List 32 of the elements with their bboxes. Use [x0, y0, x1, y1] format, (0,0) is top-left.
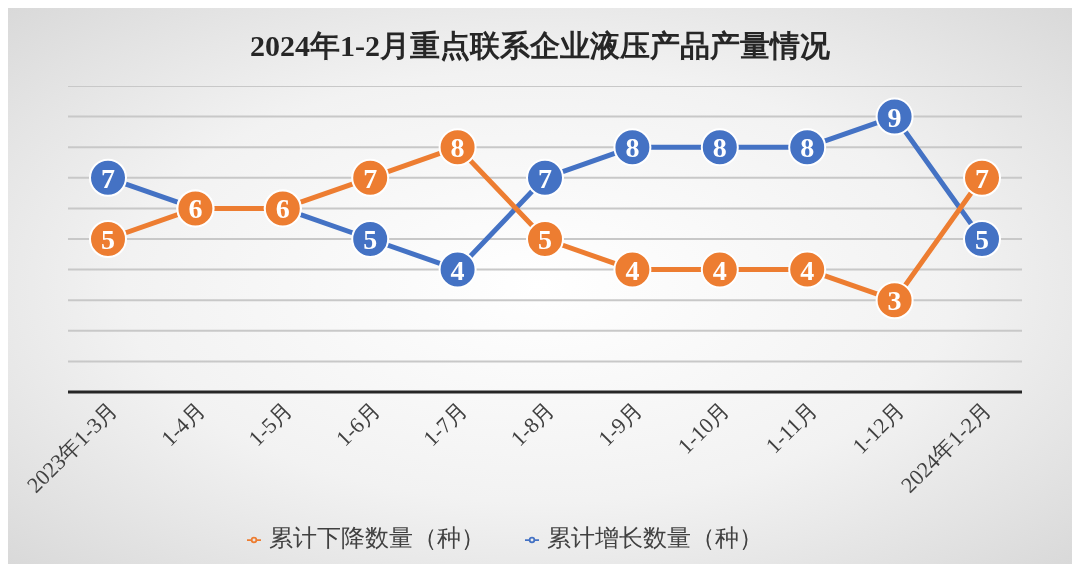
x-tick-label: 1-11月 [760, 396, 822, 459]
x-tick-label: 1-4月 [156, 396, 210, 451]
x-tick-label: 1-9月 [593, 396, 647, 451]
data-label: 6 [275, 193, 290, 225]
data-label: 8 [712, 132, 727, 164]
data-label: 4 [625, 254, 640, 286]
legend-label: 累计下降数量（种） [269, 525, 485, 551]
data-label: 8 [450, 132, 465, 164]
data-label: 4 [712, 254, 727, 286]
data-label: 7 [363, 162, 378, 194]
data-label: 7 [101, 162, 115, 194]
data-label: 7 [975, 162, 989, 194]
x-tick-label: 1-10月 [672, 396, 735, 459]
x-tick-label: 1-5月 [243, 396, 298, 451]
data-label: 3 [887, 285, 902, 317]
data-label: 8 [625, 132, 640, 164]
legend-label: 累计增长数量（种） [547, 525, 763, 551]
x-tick-label: 1-7月 [418, 396, 473, 451]
data-label: 8 [800, 132, 815, 164]
x-tick-label: 1-6月 [330, 396, 385, 451]
data-label: 5 [363, 224, 378, 255]
x-tick-label: 1-8月 [505, 396, 560, 451]
data-label: 5 [538, 224, 552, 255]
data-label: 5 [975, 224, 989, 255]
data-label: 9 [887, 101, 902, 133]
data-label: 5 [101, 224, 115, 255]
x-tick-label: 1-12月 [847, 396, 910, 459]
chart-title: 2024年1-2月重点联系企业液压产品产量情况 [249, 28, 831, 64]
data-label: 6 [188, 193, 203, 225]
data-label: 4 [450, 254, 465, 286]
data-label: 7 [538, 162, 552, 194]
data-label: 4 [800, 254, 815, 286]
